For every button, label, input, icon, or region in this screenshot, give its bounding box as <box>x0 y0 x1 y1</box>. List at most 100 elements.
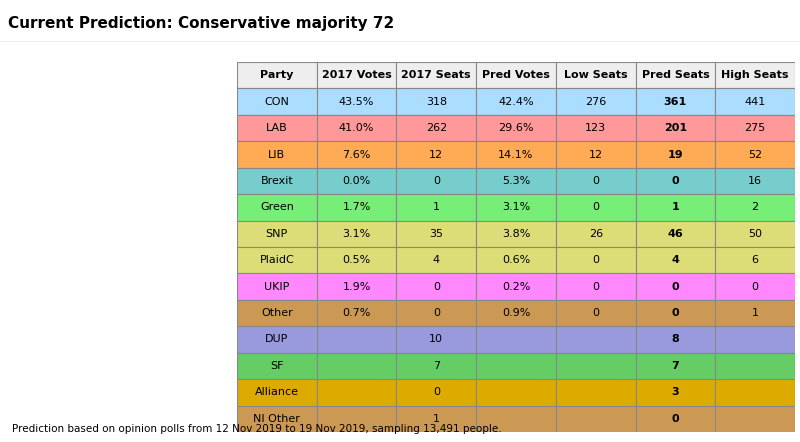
Bar <box>635 141 715 168</box>
Text: 0: 0 <box>672 308 679 318</box>
Text: 0: 0 <box>433 282 440 292</box>
Text: Current Prediction: Conservative majority 72: Current Prediction: Conservative majorit… <box>8 15 394 30</box>
Bar <box>635 300 715 326</box>
Bar <box>476 247 556 274</box>
Bar <box>476 274 556 300</box>
Bar <box>635 168 715 194</box>
Text: 12: 12 <box>430 149 443 160</box>
Bar <box>556 406 635 432</box>
Text: Low Seats: Low Seats <box>564 70 627 80</box>
Text: 3.1%: 3.1% <box>342 229 370 239</box>
Bar <box>317 300 397 326</box>
Bar <box>317 406 397 432</box>
Text: 0.6%: 0.6% <box>502 255 530 265</box>
Bar <box>715 194 795 221</box>
Text: 0.0%: 0.0% <box>342 176 370 186</box>
Text: 1: 1 <box>671 202 679 212</box>
Bar <box>715 326 795 353</box>
Text: Alliance: Alliance <box>255 387 299 397</box>
Bar <box>397 247 476 274</box>
Text: DUP: DUP <box>265 335 289 344</box>
Bar <box>237 326 317 353</box>
Text: 0: 0 <box>592 202 599 212</box>
Text: Prediction based on opinion polls from 12 Nov 2019 to 19 Nov 2019, sampling 13,4: Prediction based on opinion polls from 1… <box>12 424 502 434</box>
Bar <box>556 115 635 141</box>
Bar <box>556 168 635 194</box>
Text: 361: 361 <box>664 97 687 107</box>
Text: SF: SF <box>270 361 284 371</box>
Text: 2: 2 <box>751 202 758 212</box>
Text: 0: 0 <box>592 255 599 265</box>
Bar <box>317 353 397 379</box>
Text: 0.2%: 0.2% <box>502 282 530 292</box>
Bar <box>237 88 317 115</box>
Bar <box>317 141 397 168</box>
Bar <box>476 406 556 432</box>
Text: CON: CON <box>265 97 290 107</box>
Text: UKIP: UKIP <box>264 282 290 292</box>
Text: 1.7%: 1.7% <box>342 202 370 212</box>
Text: LIB: LIB <box>268 149 286 160</box>
Bar <box>556 88 635 115</box>
Text: 19: 19 <box>668 149 683 160</box>
Bar <box>556 326 635 353</box>
Bar <box>635 379 715 406</box>
Bar <box>635 353 715 379</box>
Text: 6: 6 <box>752 255 758 265</box>
Text: 0: 0 <box>672 414 679 424</box>
Bar <box>476 194 556 221</box>
Bar <box>556 274 635 300</box>
Text: 3.8%: 3.8% <box>502 229 530 239</box>
Bar <box>635 406 715 432</box>
Bar <box>237 406 317 432</box>
Bar <box>476 326 556 353</box>
Text: 3.1%: 3.1% <box>502 202 530 212</box>
Bar <box>317 168 397 194</box>
Bar <box>397 353 476 379</box>
Bar <box>556 221 635 247</box>
Bar <box>476 353 556 379</box>
Bar <box>715 221 795 247</box>
Text: 46: 46 <box>667 229 683 239</box>
Bar <box>476 221 556 247</box>
Text: 0: 0 <box>433 176 440 186</box>
Text: 0.9%: 0.9% <box>502 308 530 318</box>
Bar <box>715 406 795 432</box>
Bar <box>317 88 397 115</box>
Bar <box>317 221 397 247</box>
Bar <box>237 168 317 194</box>
Text: 29.6%: 29.6% <box>498 123 534 133</box>
Bar <box>476 300 556 326</box>
Text: 26: 26 <box>589 229 602 239</box>
Text: 1: 1 <box>752 308 758 318</box>
Text: Other: Other <box>261 308 293 318</box>
Bar <box>476 379 556 406</box>
Text: 1: 1 <box>433 414 440 424</box>
Text: 7: 7 <box>671 361 679 371</box>
Text: Pred Seats: Pred Seats <box>642 70 710 80</box>
Text: 10: 10 <box>430 335 443 344</box>
Text: 4: 4 <box>433 255 440 265</box>
Bar <box>715 274 795 300</box>
Bar <box>715 247 795 274</box>
Bar <box>237 141 317 168</box>
Text: 0: 0 <box>752 282 758 292</box>
Text: 0.7%: 0.7% <box>342 308 370 318</box>
Bar <box>237 115 317 141</box>
Bar <box>397 62 476 88</box>
Text: 275: 275 <box>745 123 766 133</box>
Bar <box>317 247 397 274</box>
Bar <box>476 141 556 168</box>
Bar <box>635 326 715 353</box>
Text: 35: 35 <box>430 229 443 239</box>
Text: 3: 3 <box>672 387 679 397</box>
Text: LAB: LAB <box>266 123 288 133</box>
Bar <box>635 88 715 115</box>
Bar <box>237 300 317 326</box>
Bar <box>397 168 476 194</box>
Bar <box>397 326 476 353</box>
Text: Brexit: Brexit <box>261 176 294 186</box>
Text: 16: 16 <box>748 176 762 186</box>
Bar <box>237 274 317 300</box>
Bar <box>397 300 476 326</box>
